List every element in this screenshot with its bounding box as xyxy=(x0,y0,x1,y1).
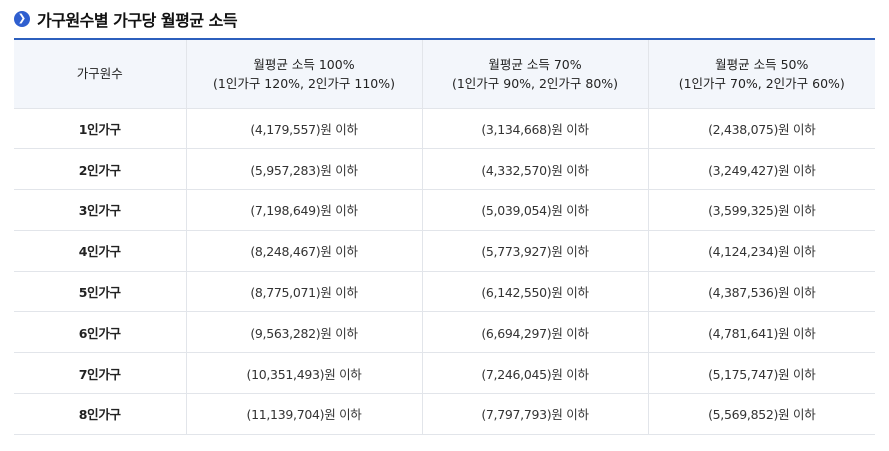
header-income-100: 월평균 소득 100% (1인가구 120%, 2인가구 110%) xyxy=(185,38,422,108)
table-row: 1인가구 (4,179,557)원 이하 (3,134,668)원 이하 (2,438… xyxy=(14,107,875,149)
household-size-cell: 3인가구 xyxy=(14,189,186,231)
household-size-cell: 8인가구 xyxy=(14,393,186,435)
income-cell: (10,351,493)원 이하 xyxy=(185,352,422,394)
income-cell: (4,332,570)원 이하 xyxy=(421,148,648,190)
household-size-cell: 2인가구 xyxy=(14,148,186,190)
household-size-cell: 6인가구 xyxy=(14,311,186,353)
table-row: 7인가구 (10,351,493)원 이하 (7,246,045)원 이하 (5,17… xyxy=(14,352,875,394)
income-cell: (2,438,075)원 이하 xyxy=(647,107,875,149)
income-cell: (3,249,427)원 이하 xyxy=(647,148,875,190)
section-title: 가구원수별 가구당 월평균 소득 xyxy=(37,11,238,30)
income-cell: (7,198,649)원 이하 xyxy=(185,189,422,231)
table-row: 2인가구 (5,957,283)원 이하 (4,332,570)원 이하 (3,249… xyxy=(14,148,875,190)
income-cell: (7,797,793)원 이하 xyxy=(421,393,648,435)
income-cell: (5,039,054)원 이하 xyxy=(421,189,648,231)
income-cell: (5,957,283)원 이하 xyxy=(185,148,422,190)
table-header-row: 가구원수 월평균 소득 100% (1인가구 120%, 2인가구 110%) … xyxy=(14,38,875,108)
income-cell: (7,246,045)원 이하 xyxy=(421,352,648,394)
header-income-70: 월평균 소득 70% (1인가구 90%, 2인가구 80%) xyxy=(421,38,648,108)
chevron-right-icon: ❯ xyxy=(14,11,30,27)
household-size-cell: 7인가구 xyxy=(14,352,186,394)
household-size-cell: 4인가구 xyxy=(14,229,186,272)
header-household-size: 가구원수 xyxy=(14,38,186,108)
income-cell: (3,134,668)원 이하 xyxy=(421,107,648,149)
header-income-50: 월평균 소득 50% (1인가구 70%, 2인가구 60%) xyxy=(647,38,875,108)
income-cell: (5,569,852)원 이하 xyxy=(647,393,875,435)
income-table: 가구원수 월평균 소득 100% (1인가구 120%, 2인가구 110%) … xyxy=(14,38,875,435)
income-cell: (3,599,325)원 이하 xyxy=(647,189,875,231)
table-row: 6인가구 (9,563,282)원 이하 (6,694,297)원 이하 (4,781… xyxy=(14,311,875,353)
income-cell: (11,139,704)원 이하 xyxy=(185,393,422,435)
income-cell: (4,179,557)원 이하 xyxy=(185,107,422,149)
income-cell: (4,781,641)원 이하 xyxy=(647,311,875,353)
table-row: 5인가구 (8,775,071)원 이하 (6,142,550)원 이하 (4,387… xyxy=(14,270,875,312)
income-cell: (9,563,282)원 이하 xyxy=(185,311,422,353)
household-size-cell: 1인가구 xyxy=(14,107,186,149)
income-cell: (6,142,550)원 이하 xyxy=(421,270,648,312)
table-row: 4인가구 (8,248,467)원 이하 (5,773,927)원 이하 (4,124… xyxy=(14,229,875,272)
income-cell: (4,124,234)원 이하 xyxy=(647,229,875,272)
section-heading: ❯ 가구원수별 가구당 월평균 소득 xyxy=(14,8,238,30)
household-size-cell: 5인가구 xyxy=(14,270,186,312)
income-cell: (8,248,467)원 이하 xyxy=(185,229,422,272)
income-cell: (4,387,536)원 이하 xyxy=(647,270,875,312)
income-cell: (6,694,297)원 이하 xyxy=(421,311,648,353)
income-cell: (8,775,071)원 이하 xyxy=(185,270,422,312)
income-cell: (5,773,927)원 이하 xyxy=(421,229,648,272)
table-row: 8인가구 (11,139,704)원 이하 (7,797,793)원 이하 (5,56… xyxy=(14,393,875,435)
income-cell: (5,175,747)원 이하 xyxy=(647,352,875,394)
table-row: 3인가구 (7,198,649)원 이하 (5,039,054)원 이하 (3,599… xyxy=(14,189,875,231)
